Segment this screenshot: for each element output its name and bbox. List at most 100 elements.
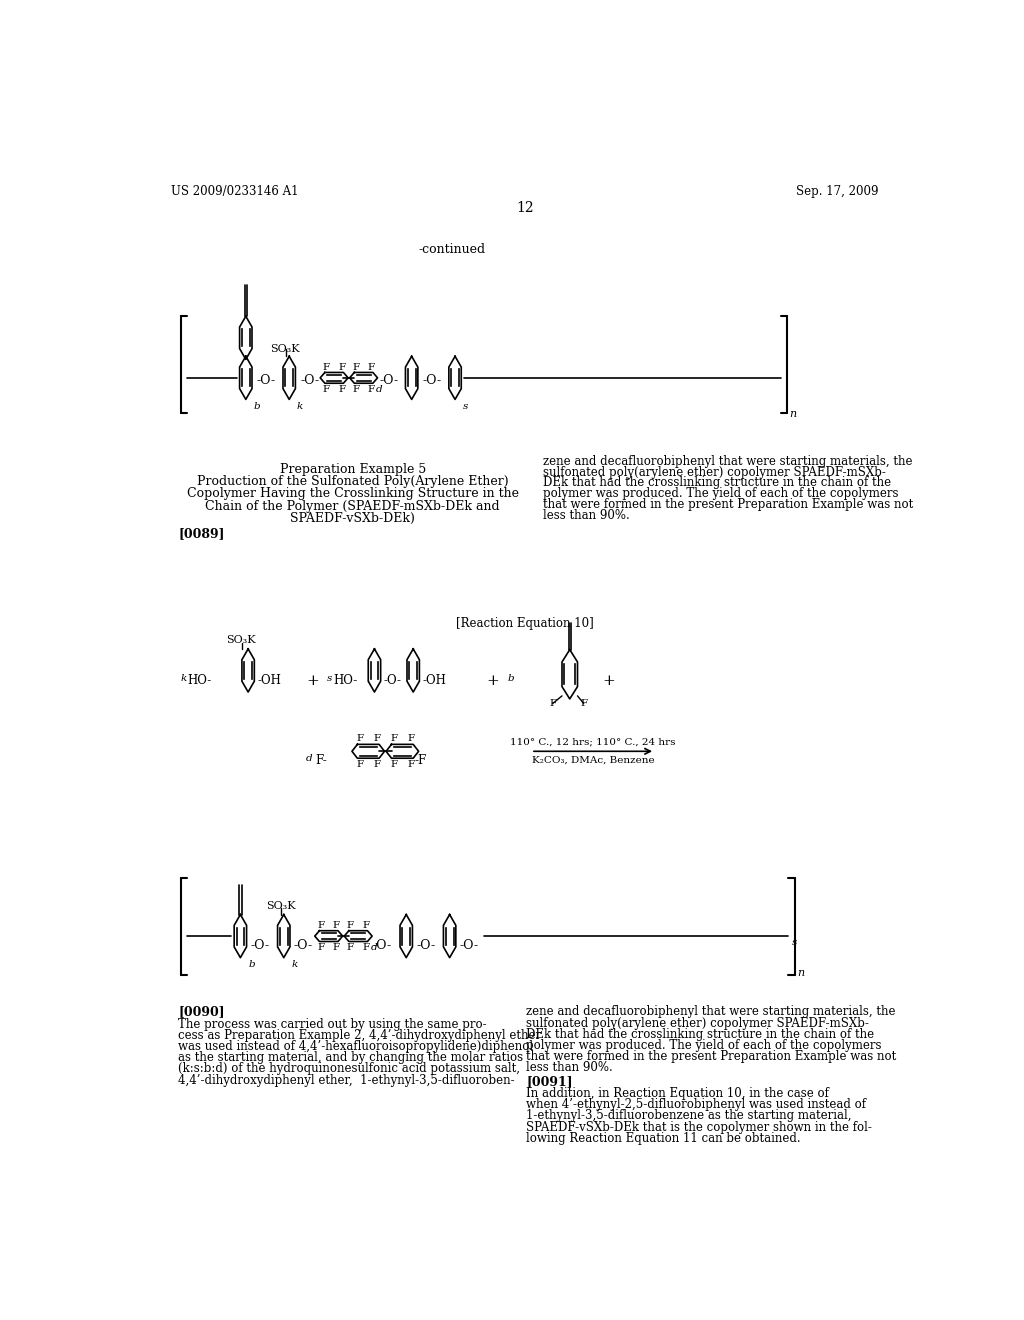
Text: k: k	[292, 960, 298, 969]
Text: zene and decafluorobiphenyl that were starting materials, the: zene and decafluorobiphenyl that were st…	[526, 1006, 896, 1019]
Text: -continued: -continued	[419, 243, 485, 256]
Text: F: F	[323, 385, 330, 393]
Text: -O-: -O-	[379, 375, 398, 388]
Text: F: F	[356, 734, 364, 743]
Text: [Reaction Equation 10]: [Reaction Equation 10]	[456, 616, 594, 630]
Text: -O-: -O-	[417, 940, 435, 952]
Text: -O-: -O-	[257, 375, 275, 388]
Text: s: s	[463, 401, 468, 411]
Text: F: F	[362, 921, 370, 931]
Text: F: F	[333, 942, 340, 952]
Text: -O-: -O-	[460, 940, 479, 952]
Text: (k:s:b:d) of the hydroquinonesulfonic acid potassium salt,: (k:s:b:d) of the hydroquinonesulfonic ac…	[178, 1063, 520, 1076]
Text: DEk that had the crosslinking structure in the chain of the: DEk that had the crosslinking structure …	[544, 477, 892, 490]
Text: In addition, in Reaction Equation 10, in the case of: In addition, in Reaction Equation 10, in…	[526, 1088, 829, 1100]
Text: -O-: -O-	[373, 940, 392, 952]
Text: when 4’-ethynyl-2,5-difluorobiphenyl was used instead of: when 4’-ethynyl-2,5-difluorobiphenyl was…	[526, 1098, 866, 1111]
Text: F: F	[317, 921, 325, 931]
Text: that were formed in the present Preparation Example was not: that were formed in the present Preparat…	[526, 1051, 897, 1063]
Text: b: b	[254, 401, 260, 411]
Text: cess as Preparation Example 2, 4,4’-dihydroxydiphenyl ether: cess as Preparation Example 2, 4,4’-dihy…	[178, 1028, 542, 1041]
Text: -OH: -OH	[423, 673, 446, 686]
Text: [0090]: [0090]	[178, 1006, 225, 1019]
Text: SO₃K: SO₃K	[226, 635, 256, 645]
Text: lowing Reaction Equation 11 can be obtained.: lowing Reaction Equation 11 can be obtai…	[526, 1131, 801, 1144]
Text: F: F	[374, 734, 381, 743]
Text: HO-: HO-	[187, 673, 211, 686]
Text: less than 90%.: less than 90%.	[526, 1061, 613, 1074]
Text: SPAEDF-vSXb-DEk that is the copolymer shown in the fol-: SPAEDF-vSXb-DEk that is the copolymer sh…	[526, 1121, 872, 1134]
Text: +: +	[485, 673, 499, 688]
Text: d: d	[371, 942, 377, 952]
Text: -O-: -O-	[300, 375, 319, 388]
Text: F: F	[362, 942, 370, 952]
Text: F: F	[333, 921, 340, 931]
Text: F: F	[390, 734, 397, 743]
Text: F: F	[550, 700, 557, 708]
Text: s: s	[327, 673, 332, 682]
Text: as the starting material, and by changing the molar ratios: as the starting material, and by changin…	[178, 1051, 523, 1064]
Text: b: b	[248, 960, 255, 969]
Text: SPAEDF-vSXb-DEk): SPAEDF-vSXb-DEk)	[291, 512, 415, 525]
Text: F: F	[356, 760, 364, 768]
Text: F: F	[347, 942, 354, 952]
Text: -O-: -O-	[423, 375, 441, 388]
Text: F: F	[408, 734, 415, 743]
Text: F-: F-	[315, 755, 328, 767]
Text: Sep. 17, 2009: Sep. 17, 2009	[797, 185, 879, 198]
Text: b: b	[508, 673, 514, 682]
Text: HO-: HO-	[334, 673, 357, 686]
Text: k: k	[297, 401, 303, 411]
Text: F: F	[390, 760, 397, 768]
Text: n: n	[797, 969, 804, 978]
Text: +: +	[306, 673, 318, 688]
Text: [0091]: [0091]	[526, 1074, 573, 1088]
Text: less than 90%.: less than 90%.	[544, 508, 630, 521]
Text: The process was carried out by using the same pro-: The process was carried out by using the…	[178, 1018, 487, 1031]
Text: zene and decafluorobiphenyl that were starting materials, the: zene and decafluorobiphenyl that were st…	[544, 455, 913, 467]
Text: d: d	[306, 755, 313, 763]
Text: F: F	[338, 385, 345, 393]
Text: [0089]: [0089]	[178, 527, 225, 540]
Text: SO₃K: SO₃K	[266, 900, 296, 911]
Text: Preparation Example 5: Preparation Example 5	[280, 462, 426, 475]
Text: F: F	[323, 363, 330, 372]
Text: that were formed in the present Preparation Example was not: that were formed in the present Preparat…	[544, 498, 913, 511]
Text: US 2009/0233146 A1: US 2009/0233146 A1	[171, 185, 298, 198]
Text: polymer was produced. The yield of each of the copolymers: polymer was produced. The yield of each …	[544, 487, 899, 500]
Text: +: +	[602, 673, 614, 688]
Text: sulfonated poly(arylene ether) copolymer SPAEDF-mSXb-: sulfonated poly(arylene ether) copolymer…	[526, 1016, 869, 1030]
Text: F: F	[352, 385, 359, 393]
Text: 4,4’-dihydroxydiphenyl ether,  1-ethynyl-3,5-difluoroben-: 4,4’-dihydroxydiphenyl ether, 1-ethynyl-…	[178, 1073, 515, 1086]
Text: F: F	[317, 942, 325, 952]
Text: Chain of the Polymer (SPAEDF-mSXb-DEk and: Chain of the Polymer (SPAEDF-mSXb-DEk an…	[206, 499, 500, 512]
Text: 110° C., 12 hrs; 110° C., 24 hrs: 110° C., 12 hrs; 110° C., 24 hrs	[510, 738, 676, 746]
Text: F: F	[408, 760, 415, 768]
Text: F: F	[368, 385, 375, 393]
Text: 1-ethynyl-3,5-difluorobenzene as the starting material,: 1-ethynyl-3,5-difluorobenzene as the sta…	[526, 1109, 852, 1122]
Text: F: F	[338, 363, 345, 372]
Text: Copolymer Having the Crosslinking Structure in the: Copolymer Having the Crosslinking Struct…	[186, 487, 519, 500]
Text: polymer was produced. The yield of each of the copolymers: polymer was produced. The yield of each …	[526, 1039, 882, 1052]
Text: s: s	[792, 939, 797, 948]
Text: d: d	[376, 385, 383, 393]
Text: 12: 12	[516, 201, 534, 215]
Text: sulfonated poly(arylene ether) copolymer SPAEDF-mSXb-: sulfonated poly(arylene ether) copolymer…	[544, 466, 887, 479]
Text: n: n	[790, 409, 797, 418]
Text: -O-: -O-	[294, 940, 313, 952]
Text: -F: -F	[415, 755, 427, 767]
Text: Production of the Sulfonated Poly(Arylene Ether): Production of the Sulfonated Poly(Arylen…	[197, 475, 509, 488]
Text: F: F	[347, 921, 354, 931]
Text: F: F	[368, 363, 375, 372]
Text: k: k	[180, 673, 187, 682]
Text: F: F	[374, 760, 381, 768]
Text: SO₃K: SO₃K	[270, 345, 300, 354]
Text: -OH: -OH	[257, 673, 282, 686]
Text: F: F	[581, 700, 588, 708]
Text: -O-: -O-	[384, 673, 401, 686]
Text: -O-: -O-	[251, 940, 269, 952]
Text: K₂CO₃, DMAc, Benzene: K₂CO₃, DMAc, Benzene	[531, 756, 654, 764]
Text: F: F	[352, 363, 359, 372]
Text: DEk that had the crosslinking structure in the chain of the: DEk that had the crosslinking structure …	[526, 1028, 874, 1040]
Text: was used instead of 4,4’-hexafluoroisopropylidene)diphenol: was used instead of 4,4’-hexafluoroisopr…	[178, 1040, 534, 1053]
